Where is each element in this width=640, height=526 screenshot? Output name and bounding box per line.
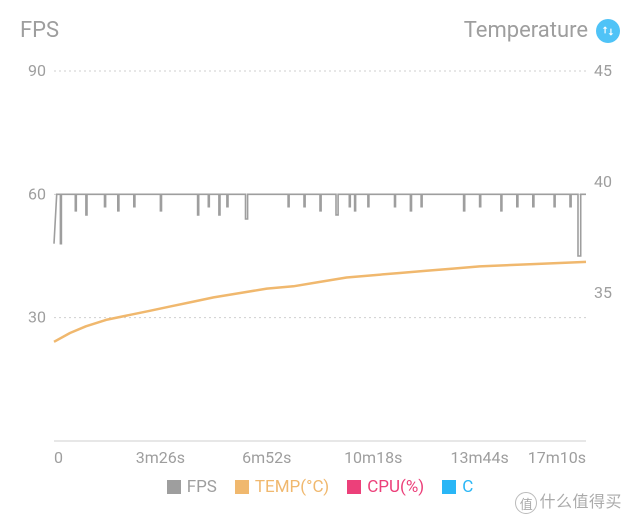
legend-label: CPU(%) [367,477,424,497]
legend-label: FPS [187,477,217,497]
svg-text:35: 35 [594,283,612,302]
temperature-label: Temperature [464,18,588,43]
svg-text:30: 30 [28,308,46,327]
legend-swatch [235,480,249,494]
svg-text:3m26s: 3m26s [136,448,185,467]
legend-label: C [462,477,473,497]
chart-area: 30 60 90 35 40 45 0 3m26s 6m52s 10m18s 13m44s 17m10… [0,51,640,471]
left-axis-title: FPS [20,18,59,43]
svg-text:90: 90 [28,61,46,80]
legend-item[interactable]: TEMP(°C) [235,477,329,497]
svg-text:40: 40 [594,172,612,191]
svg-text:0: 0 [54,448,63,467]
right-axis-title[interactable]: Temperature [464,18,620,43]
svg-text:13m44s: 13m44s [450,448,508,467]
legend-item[interactable]: CPU(%) [347,477,424,497]
svg-text:10m18s: 10m18s [344,448,402,467]
legend-swatch [347,480,361,494]
swap-axis-icon[interactable] [596,19,620,43]
legend-label: TEMP(°C) [255,477,329,497]
performance-chart: 30 60 90 35 40 45 0 3m26s 6m52s 10m18s 13m44s 17m10… [20,61,620,471]
chart-header: FPS Temperature [0,0,640,51]
legend-item[interactable]: C [442,477,473,497]
svg-text:45: 45 [594,61,612,80]
legend-item[interactable]: FPS [167,477,217,497]
svg-text:6m52s: 6m52s [242,448,291,467]
chart-legend: FPS TEMP(°C) CPU(%) C [0,471,640,497]
legend-swatch [442,480,456,494]
svg-text:60: 60 [28,184,46,203]
svg-text:17m10s: 17m10s [528,448,586,467]
legend-swatch [167,480,181,494]
fps-label: FPS [20,18,59,43]
